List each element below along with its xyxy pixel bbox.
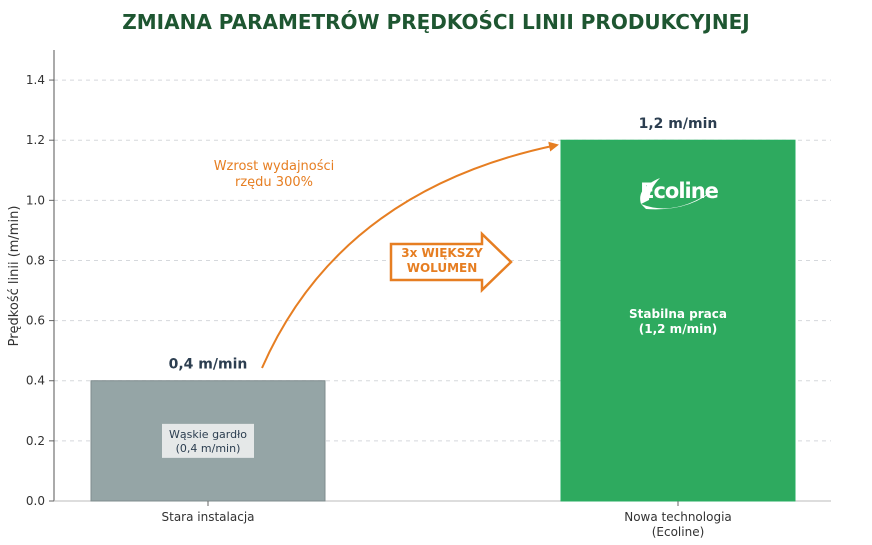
x-tick-label: Stara instalacja [162,510,255,524]
inner-label: Stabilna praca (1,2 m/min) [629,307,727,336]
y-tick-label: 1.4 [26,73,45,87]
y-axis-label: Prędkość linii (m/min) [7,206,22,347]
y-tick-label: 0.0 [26,494,45,508]
inner-label: Wąskie gardło (0,4 m/min) [169,428,247,455]
growth-annotation: Wzrost wydajności rzędu 300% [214,159,335,190]
logo-swoosh [641,188,716,210]
y-tick-label: 1.2 [26,133,45,147]
volume-arrow-badge [389,231,513,293]
y-tick-label: 0.6 [26,314,45,328]
y-tick-label: 0.2 [26,434,45,448]
y-tick-label: 0.4 [26,374,45,388]
data-label: 1,2 m/min [639,116,718,132]
data-label: 0,4 m/min [169,357,248,373]
growth-arrow [261,141,559,369]
x-tick-label: Nowa technologia (Ecoline) [624,510,732,539]
ecoline-logo: Ecoline [640,178,720,210]
bar [560,139,796,502]
logo-text: Ecoline [640,179,719,203]
y-tick-label: 1.0 [26,193,45,207]
inner-label-box [162,423,254,458]
y-tick-label: 0.8 [26,253,45,267]
volume-badge-label: 3x WIĘKSZY WOLUMEN [401,246,483,275]
logo-swoosh-left [640,178,660,204]
chart-title: ZMIANA PARAMETRÓW PRĘDKOŚCI LINII PRODUK… [122,10,749,34]
